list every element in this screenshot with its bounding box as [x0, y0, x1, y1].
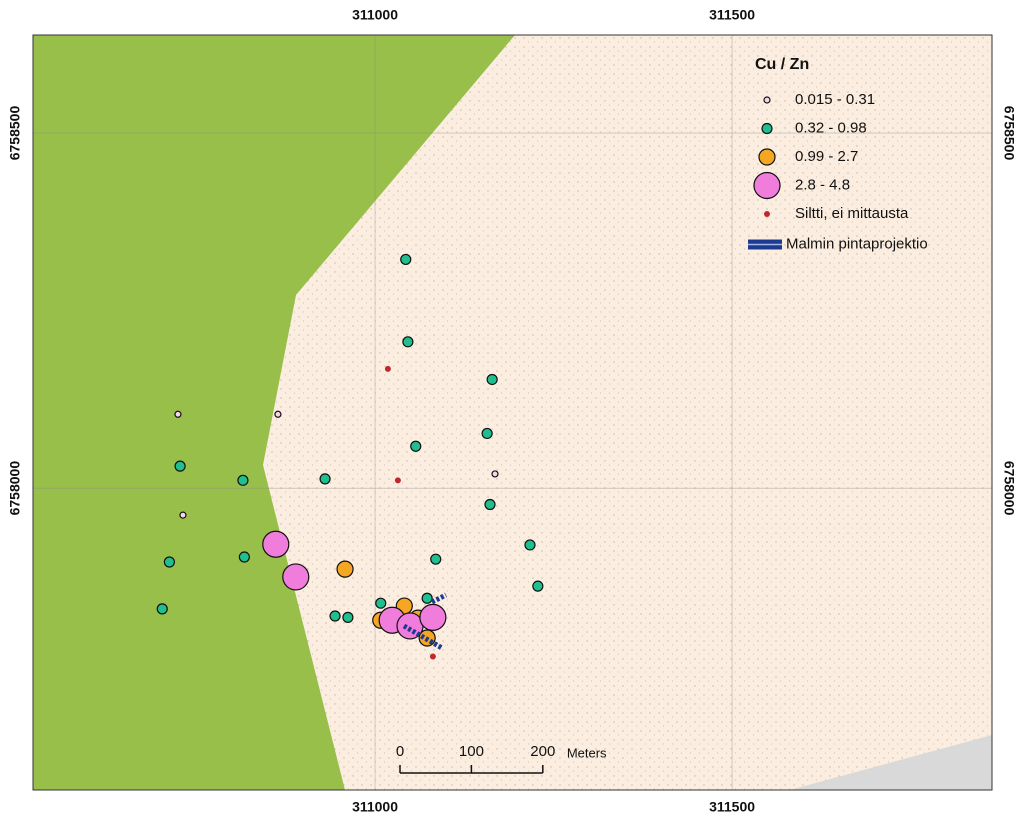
green-area	[33, 35, 515, 790]
sample-point	[484, 498, 496, 511]
x-tick-label: 311500	[709, 7, 755, 23]
scale-label: 0	[396, 743, 404, 760]
sample-point	[237, 474, 249, 486]
y-tick-label: 6758500	[7, 106, 23, 161]
sample-point	[274, 410, 282, 418]
sample-point	[329, 610, 341, 622]
ore-projection	[402, 592, 448, 651]
x-tick-label: 311500	[709, 799, 755, 815]
legend-label: Siltti, ei mittausta	[795, 205, 909, 222]
legend-label: 2.8 - 4.8	[795, 176, 850, 193]
legend-symbol	[748, 239, 782, 250]
legend-symbol	[761, 122, 773, 135]
sample-point	[384, 365, 391, 372]
sample-point	[163, 556, 175, 568]
sample-point	[400, 253, 412, 266]
scale-label: 100	[459, 743, 484, 760]
sample-point	[419, 603, 447, 632]
sample-point	[481, 427, 493, 440]
scale-unit: Meters	[567, 745, 607, 760]
sample-point	[491, 470, 499, 478]
sample-point	[402, 336, 414, 348]
legend-symbol	[753, 171, 781, 200]
sample-point	[174, 410, 182, 418]
sample-point	[524, 539, 536, 551]
map-frame	[32, 34, 993, 791]
legend-title: Cu / Zn	[755, 56, 809, 73]
legend-symbol	[763, 96, 771, 104]
x-tick-label: 311000	[352, 7, 398, 23]
sample-point	[430, 553, 442, 565]
legend-label: Malmin pintaprojektio	[786, 235, 928, 252]
legend-label: 0.32 - 0.98	[795, 119, 867, 136]
legend-symbol	[758, 148, 776, 166]
sample-point	[179, 511, 187, 519]
legend-label: 0.015 - 0.31	[795, 91, 875, 108]
sample-point	[342, 611, 354, 624]
sample-point	[429, 653, 436, 660]
sample-point	[156, 603, 168, 615]
sample-point	[319, 473, 331, 485]
scale-label: 200	[530, 743, 555, 760]
sample-point	[375, 597, 387, 609]
sample-point	[262, 530, 290, 558]
sample-point	[394, 477, 401, 484]
sample-point	[486, 373, 498, 386]
grey-area	[790, 735, 992, 790]
x-tick-label: 311000	[352, 799, 398, 815]
y-tick-label: 6758000	[1001, 461, 1017, 516]
sample-point	[421, 592, 433, 604]
y-tick-label: 6758500	[1001, 106, 1017, 161]
legend-symbol	[764, 211, 770, 217]
sample-point	[174, 460, 186, 472]
sample-point	[532, 580, 544, 592]
sample-point	[282, 563, 310, 591]
legend-label: 0.99 - 2.7	[795, 148, 858, 165]
sample-point	[336, 560, 354, 578]
sample-point	[410, 440, 422, 452]
y-tick-label: 6758000	[7, 461, 23, 516]
sample-point	[238, 551, 250, 563]
